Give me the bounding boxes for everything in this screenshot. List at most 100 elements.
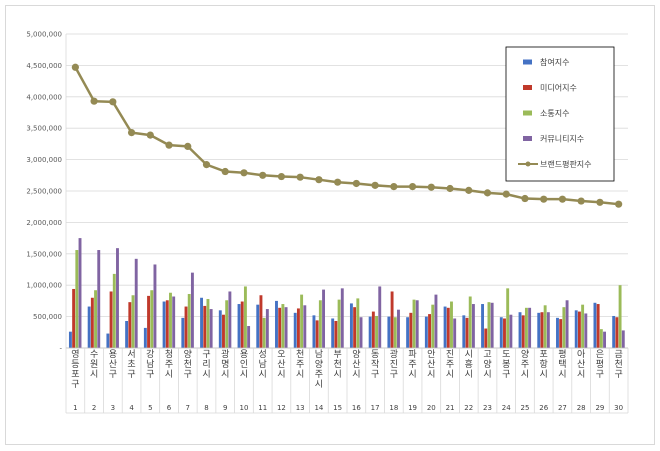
bar-4 xyxy=(546,312,550,348)
legend-swatch xyxy=(523,85,532,90)
bar-3 xyxy=(431,304,435,348)
bar-3 xyxy=(300,294,304,348)
bar-4 xyxy=(434,294,438,348)
y-axis: - 500,000 1,000,000 1,500,000 2,000,000 2,500… xyxy=(26,31,67,353)
line-point xyxy=(502,190,510,198)
bar-2 xyxy=(240,301,244,348)
y-tick-label: 4,000,000 xyxy=(26,93,62,101)
x-index-label: 8 xyxy=(204,404,208,412)
legend-label: 참여지수 xyxy=(540,57,569,67)
bar-3 xyxy=(543,305,547,348)
x-index-label: 28 xyxy=(577,404,586,412)
bar-4 xyxy=(509,314,513,348)
x-index-label: 1 xyxy=(73,404,77,412)
bar-2 xyxy=(577,311,581,348)
line-point xyxy=(109,98,117,106)
bar-4 xyxy=(209,309,213,348)
bar-3 xyxy=(468,296,472,348)
bar-2 xyxy=(109,291,113,348)
bar-4 xyxy=(97,250,101,348)
y-tick-label: 3,500,000 xyxy=(26,125,62,133)
bar-1 xyxy=(424,316,428,348)
x-index-label: 14 xyxy=(314,404,323,412)
bar-1 xyxy=(331,318,335,348)
bar-3 xyxy=(187,293,191,348)
legend-label: 소통지수 xyxy=(540,109,569,118)
bar-1 xyxy=(387,316,391,348)
bar-2 xyxy=(315,320,319,348)
bar-1 xyxy=(125,320,129,348)
bar-4 xyxy=(303,305,307,348)
bar-4 xyxy=(584,313,588,348)
bar-3 xyxy=(412,299,416,348)
y-tick-label: 3,000,000 xyxy=(26,156,62,164)
line-point xyxy=(146,131,154,139)
legend-label: 브랜드평판지수 xyxy=(540,159,592,169)
bar-2 xyxy=(409,312,413,348)
bar-3 xyxy=(94,290,97,348)
bar-2 xyxy=(390,291,394,348)
legend-marker xyxy=(525,161,531,167)
line-point xyxy=(390,183,398,191)
y-tick-label: 2,000,000 xyxy=(26,219,62,227)
bar-2 xyxy=(296,308,300,348)
bar-1 xyxy=(162,301,166,348)
bar-4 xyxy=(340,288,344,348)
bar-1 xyxy=(181,317,185,348)
line-point xyxy=(240,169,248,177)
line-point xyxy=(127,128,136,137)
y-tick-label: 5,000,000 xyxy=(26,31,62,39)
bar-1 xyxy=(237,304,241,348)
x-index-label: 6 xyxy=(167,404,172,412)
bar-4 xyxy=(172,296,176,348)
x-index-label: 30 xyxy=(614,404,623,412)
bar-1 xyxy=(462,315,466,348)
bar-1 xyxy=(349,303,353,348)
bar-2 xyxy=(278,307,282,348)
bar-2 xyxy=(428,314,431,348)
legend-label: 커뮤니티지수 xyxy=(540,134,584,144)
bar-4 xyxy=(359,317,363,348)
bar-3 xyxy=(562,307,566,348)
y-tick-label: 1,500,000 xyxy=(26,250,62,258)
bar-4 xyxy=(247,326,251,348)
bar-2 xyxy=(128,302,132,348)
bar-2 xyxy=(72,288,76,348)
x-index-label: 24 xyxy=(502,404,511,412)
bar-3 xyxy=(75,250,79,348)
bar-2 xyxy=(446,307,450,348)
bar-1 xyxy=(143,327,147,348)
bar-1 xyxy=(368,316,372,348)
bar-1 xyxy=(499,317,503,348)
bar-3 xyxy=(375,315,378,348)
x-index-label: 26 xyxy=(539,404,548,412)
bar-1 xyxy=(68,331,72,348)
y-tick-label: - xyxy=(59,345,62,353)
bar-3 xyxy=(356,298,360,348)
x-index-label: 12 xyxy=(277,404,286,412)
bar-3 xyxy=(112,273,116,348)
x-index-label: 15 xyxy=(333,404,342,412)
bar-2 xyxy=(540,312,544,348)
line-point xyxy=(465,186,473,194)
bar-1 xyxy=(537,312,541,348)
bar-3 xyxy=(599,329,603,348)
line-point xyxy=(71,63,79,71)
line-point xyxy=(259,171,267,179)
bar-1 xyxy=(612,315,616,348)
bar-3 xyxy=(150,290,154,348)
line-point xyxy=(165,141,173,149)
x-index-label: 18 xyxy=(389,404,398,412)
line-point xyxy=(221,167,229,176)
